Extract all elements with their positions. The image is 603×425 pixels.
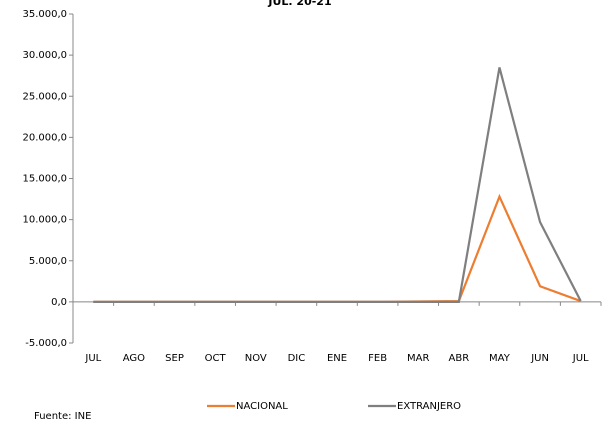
x-tick-label: NOV bbox=[245, 353, 267, 364]
legend-label: EXTRANJERO bbox=[397, 401, 461, 412]
x-tick-label: MAR bbox=[407, 353, 429, 364]
y-tick-label: 0,0 bbox=[51, 297, 67, 308]
x-tick-label: MAY bbox=[489, 353, 511, 364]
x-tick-label: FEB bbox=[368, 353, 387, 364]
series-line bbox=[93, 193, 582, 303]
y-tick-label: 30.000,0 bbox=[22, 50, 67, 61]
y-tick-label: 15.000,0 bbox=[22, 174, 67, 185]
chart-title: JUL. 20-21 bbox=[267, 0, 331, 8]
x-tick-label: DIC bbox=[288, 353, 306, 364]
y-tick-label: 35.000,0 bbox=[22, 9, 67, 20]
x-tick-label: OCT bbox=[205, 353, 227, 364]
y-tick-label: 10.000,0 bbox=[22, 215, 67, 226]
y-tick-label: 25.000,0 bbox=[22, 91, 67, 102]
x-tick-label: AGO bbox=[123, 353, 145, 364]
y-tick-label: 20.000,0 bbox=[22, 132, 67, 143]
x-tick-label: ABR bbox=[449, 353, 470, 364]
legend-label: NACIONAL bbox=[236, 401, 288, 412]
y-tick-label: -5.000,0 bbox=[25, 338, 67, 349]
source-note: Fuente: INE bbox=[34, 411, 91, 422]
y-tick-label: 5.000,0 bbox=[29, 256, 67, 267]
x-tick-label: JUN bbox=[530, 353, 549, 364]
x-tick-label: JUL bbox=[572, 353, 589, 364]
x-tick-label: ENE bbox=[327, 353, 347, 364]
x-tick-label: SEP bbox=[165, 353, 184, 364]
x-tick-label: JUL bbox=[84, 353, 101, 364]
series-line bbox=[93, 67, 582, 303]
